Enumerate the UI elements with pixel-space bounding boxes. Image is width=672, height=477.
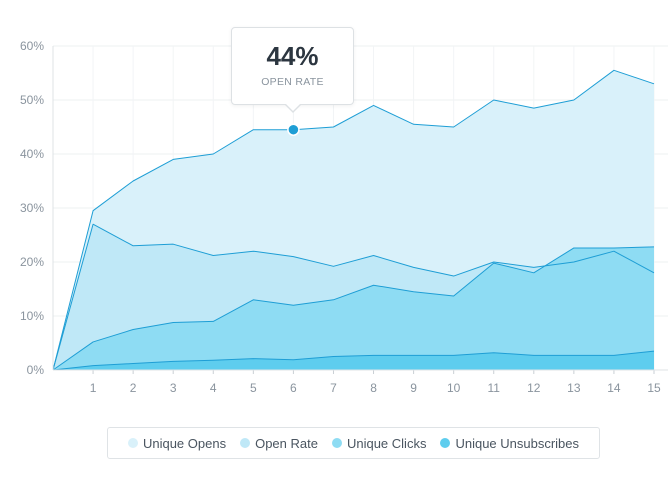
legend-item-unique-unsubscribes[interactable]: Unique Unsubscribes bbox=[440, 436, 579, 451]
legend-label: Unique Unsubscribes bbox=[455, 435, 580, 451]
tooltip: 44% OPEN RATE bbox=[231, 27, 354, 113]
legend-swatch bbox=[240, 438, 251, 448]
line-unique-clicks bbox=[52, 246, 655, 371]
x-tick-label: 11 bbox=[487, 381, 500, 395]
y-tick-label: 0% bbox=[27, 363, 45, 377]
y-tick-label: 60% bbox=[20, 39, 44, 53]
line-open-rate bbox=[52, 223, 655, 371]
line-unique-unsubscribes bbox=[52, 350, 655, 371]
x-tick-label: 12 bbox=[527, 381, 541, 395]
x-tick-label: 3 bbox=[170, 381, 177, 395]
legend-item-open-rate[interactable]: Open Rate bbox=[240, 436, 318, 451]
y-tick-label: 30% bbox=[20, 201, 44, 215]
area-unique-unsubscribes bbox=[53, 351, 654, 370]
x-tick-label: 1 bbox=[90, 381, 97, 395]
y-tick-label: 20% bbox=[20, 255, 44, 269]
legend-swatch bbox=[331, 438, 342, 448]
x-tick-label: 5 bbox=[250, 381, 257, 395]
legend-label: Open Rate bbox=[255, 435, 318, 451]
tooltip-arrow-fill bbox=[284, 103, 301, 111]
legend-item-unique-clicks[interactable]: Unique Clicks bbox=[331, 435, 427, 451]
x-tick-label: 9 bbox=[410, 381, 417, 395]
y-tick-label: 10% bbox=[20, 309, 44, 323]
legend-swatch bbox=[440, 438, 451, 448]
legend-label: Unique Clicks bbox=[346, 435, 427, 451]
x-tick-label: 4 bbox=[210, 381, 217, 395]
legend-label: Unique Opens bbox=[142, 435, 227, 451]
area-series bbox=[53, 70, 654, 371]
x-tick-label: 13 bbox=[567, 381, 581, 395]
legend-swatch bbox=[127, 438, 138, 448]
y-tick-label: 50% bbox=[20, 93, 44, 107]
axes: 0%10%20%30%40%50%60%1 2 3 4 5 6 7 8 9 10 11 12 13 14 1… bbox=[20, 39, 668, 395]
legend: Unique Opens Open Rate Unique Clicks Uni… bbox=[107, 427, 600, 459]
tooltip-value: 44% bbox=[266, 41, 319, 71]
x-tick-label: 15 bbox=[647, 381, 661, 395]
highlight-point[interactable] bbox=[287, 123, 300, 136]
x-tick-label: 14 bbox=[607, 381, 621, 395]
legend-item-unique-opens[interactable]: Unique Opens bbox=[127, 435, 227, 451]
series-lines bbox=[52, 69, 655, 371]
x-tick-label: 10 bbox=[447, 381, 461, 395]
tooltip-label: OPEN RATE bbox=[261, 76, 324, 88]
x-tick-label: 6 bbox=[290, 381, 297, 395]
y-tick-label: 40% bbox=[20, 147, 44, 161]
x-tick-label: 2 bbox=[130, 381, 137, 395]
line-unique-opens bbox=[52, 69, 655, 371]
x-tick-label: 7 bbox=[330, 381, 337, 395]
area-unique-clicks bbox=[53, 246, 654, 370]
highlight-marker[interactable] bbox=[287, 123, 300, 136]
x-tick-label: 8 bbox=[370, 381, 377, 395]
